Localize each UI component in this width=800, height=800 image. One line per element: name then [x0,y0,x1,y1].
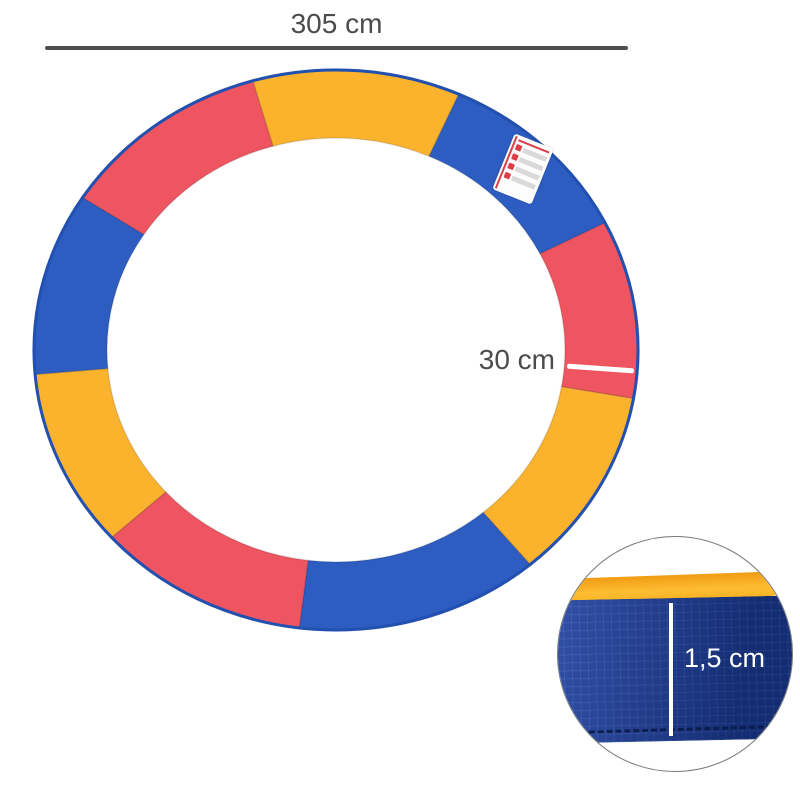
thickness-label: 1,5 cm [684,643,766,673]
sticker-warning-icon [510,153,519,161]
sticker-warning-icon [514,143,523,152]
pad-segment-8 [80,78,274,236]
diameter-dimension-line [45,46,628,50]
diameter-label: 305 cm [290,8,383,39]
pad-segment-4 [298,511,532,632]
pad-outer-trim [32,68,640,632]
thickness-measure-line [669,603,673,736]
sticker-warning-icon [503,171,512,180]
sticker-warning-icon [507,162,516,171]
pad-width-label: 30 cm [478,344,555,375]
inset-stitch-seam [558,724,792,735]
detail-inset-circle: 1,5 cm [557,536,793,772]
